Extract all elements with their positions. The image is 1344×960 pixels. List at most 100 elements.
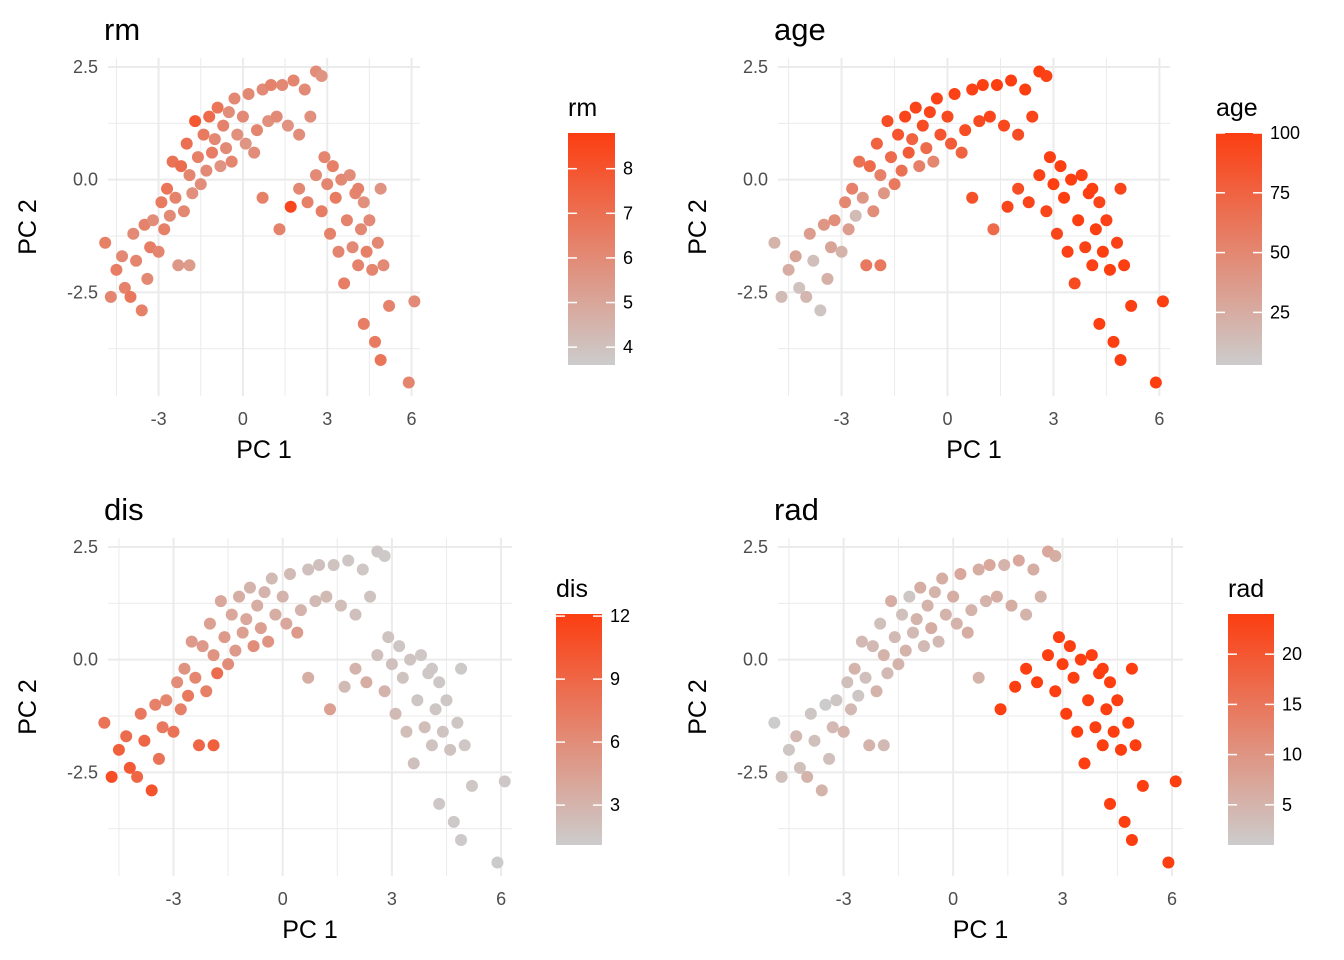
scatter-point: [775, 290, 788, 303]
scatter-point: [248, 146, 261, 159]
scatter-point: [966, 191, 979, 204]
scatter-point: [233, 590, 246, 603]
scatter-point: [885, 595, 898, 608]
scatter-point: [874, 617, 887, 630]
scatter-point: [138, 734, 151, 747]
scatter-point: [955, 146, 968, 159]
legend-colorbar: [568, 133, 615, 365]
scatter-point: [326, 160, 339, 173]
scatter-point: [200, 685, 213, 698]
scatter-point: [320, 590, 333, 603]
y-axis-title: PC 2: [14, 199, 42, 255]
scatter-point: [979, 595, 992, 608]
scatter-point: [240, 613, 253, 626]
legend-tick-label: 5: [623, 293, 633, 313]
scatter-point: [334, 599, 347, 612]
scatter-point: [1020, 662, 1033, 675]
scatter-point: [793, 761, 806, 774]
scatter-point: [793, 281, 806, 294]
scatter-point: [281, 119, 294, 132]
scatter-point: [349, 608, 362, 621]
scatter-point: [1042, 649, 1054, 662]
scatter-point: [909, 101, 922, 114]
y-axis-title: PC 2: [14, 679, 42, 735]
scatter-point: [156, 721, 169, 734]
scatter-point: [171, 676, 184, 689]
scatter-point: [948, 88, 961, 101]
scatter-point: [925, 622, 938, 635]
scatter-point: [371, 649, 384, 662]
legend-tick-label: 25: [1270, 302, 1290, 322]
scatter-point: [186, 187, 199, 200]
scatter-point: [155, 196, 168, 209]
scatter-point: [815, 784, 828, 797]
scatter-point: [867, 205, 880, 218]
y-tick-label: -2.5: [737, 282, 768, 302]
points-rad: [768, 545, 1182, 869]
scatter-point: [251, 599, 264, 612]
y-tick-label: 0.0: [743, 650, 768, 670]
legend-rad: rad 20 15 10 5: [1228, 575, 1302, 845]
scatter-point: [131, 770, 144, 783]
panel-rad: -3 0 3 6 -2.5 0.0 2.5 rad PC 1 PC 2 rad 20 15 10 5: [684, 492, 1302, 944]
scatter-point: [1125, 662, 1138, 675]
scatter-point: [842, 223, 855, 236]
scatter-point: [987, 223, 1000, 236]
scatter-point: [242, 88, 255, 101]
legend-rm: rm 8 7 6 5 4: [568, 94, 633, 365]
scatter-point: [972, 563, 985, 576]
scatter-point: [939, 608, 952, 621]
scatter-point: [859, 671, 872, 684]
scatter-point: [378, 685, 391, 698]
scatter-point: [321, 178, 334, 191]
scatter-point: [98, 716, 111, 729]
scatter-point: [222, 658, 235, 671]
scatter-point: [217, 119, 230, 132]
scatter-point: [1054, 160, 1067, 173]
scatter-point: [301, 196, 314, 209]
x-tick-label: 6: [496, 889, 506, 909]
scatter-point: [436, 725, 449, 738]
scatter-point: [402, 376, 415, 389]
scatter-point: [1049, 550, 1062, 563]
scatter-point: [167, 725, 180, 738]
panel-dis: -3 0 3 6 -2.5 0.0 2.5 dis PC 1 PC 2 dis 12 9 6 3: [14, 492, 630, 944]
scatter-point: [1063, 640, 1076, 653]
scatter-point: [357, 317, 370, 330]
scatter-point: [280, 617, 293, 630]
scatter-point: [455, 833, 468, 846]
x-axis-title: PC 1: [236, 436, 292, 464]
scatter-point: [1093, 196, 1106, 209]
scatter-point: [455, 662, 468, 675]
scatter-point: [998, 559, 1011, 572]
scatter-point: [1118, 815, 1131, 828]
scatter-point: [907, 626, 919, 639]
scatter-point: [433, 676, 446, 689]
scatter-point: [1040, 205, 1053, 218]
scatter-point: [203, 110, 216, 123]
scatter-point: [1093, 317, 1106, 330]
y-tick-label: -2.5: [67, 282, 98, 302]
scatter-point: [324, 227, 337, 240]
scatter-point: [183, 169, 196, 182]
scatter-point: [120, 730, 133, 743]
scatter-point: [1034, 590, 1047, 603]
legend-dis: dis 12 9 6 3: [556, 575, 630, 845]
scatter-point: [1129, 739, 1142, 752]
scatter-point: [374, 182, 387, 195]
scatter-point: [1075, 169, 1088, 182]
scatter-point: [225, 608, 238, 621]
y-tick-label: 2.5: [743, 57, 768, 77]
scatter-point: [881, 667, 894, 680]
scatter-point: [283, 568, 296, 581]
scatter-point: [846, 182, 859, 195]
legend-tick-label: 9: [610, 669, 620, 689]
scatter-point: [418, 721, 431, 734]
scatter-point: [877, 649, 890, 662]
scatter-point: [389, 707, 402, 720]
scatter-point: [175, 160, 188, 173]
scatter-point: [1111, 694, 1124, 707]
scatter-point: [928, 586, 941, 599]
legend-tick-label: 8: [623, 159, 633, 179]
scatter-point: [152, 245, 165, 258]
